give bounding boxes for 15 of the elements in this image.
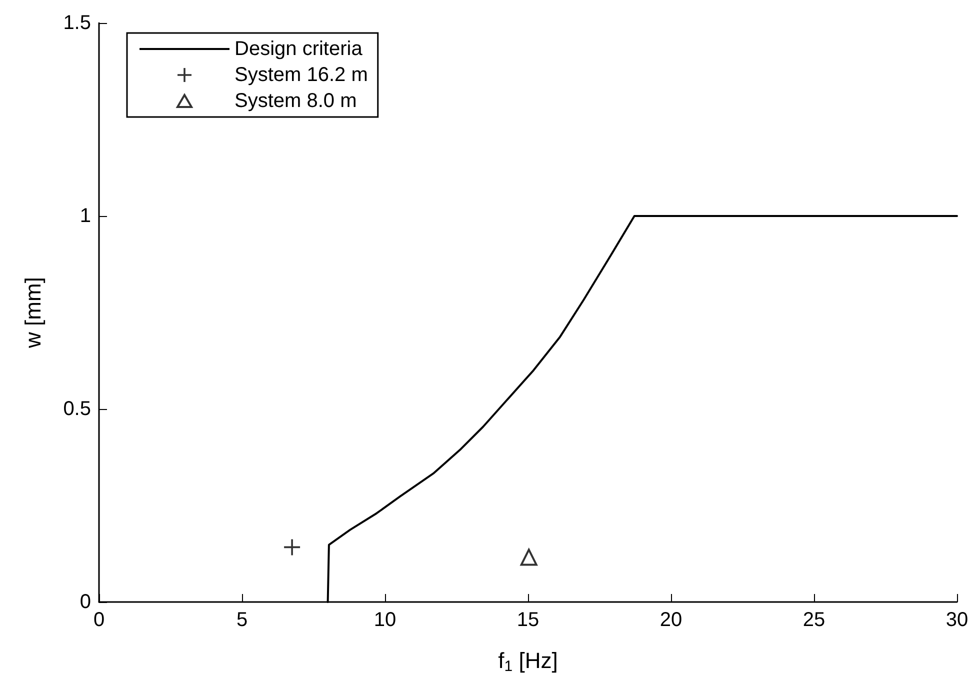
legend-label: System 8.0 m — [234, 90, 357, 112]
y-tick-label: 0.5 — [63, 398, 91, 420]
legend-label: System 16.2 m — [234, 64, 368, 86]
y-tick-label: 0 — [80, 591, 91, 613]
y-axis-title: w [mm] — [20, 277, 46, 349]
x-tick-label: 20 — [660, 609, 682, 631]
x-tick-label: 15 — [516, 609, 540, 631]
legend-label: Design criteria — [234, 38, 364, 60]
x-tick-label: 5 — [236, 609, 248, 631]
x-tick-label: 0 — [93, 609, 105, 631]
y-tick-label: 1.5 — [63, 12, 91, 34]
y-tick-label: 1 — [80, 205, 91, 227]
x-tick-label: 25 — [802, 609, 826, 631]
x-tick-label: 30 — [946, 609, 968, 631]
x-tick-label: 10 — [374, 609, 396, 631]
